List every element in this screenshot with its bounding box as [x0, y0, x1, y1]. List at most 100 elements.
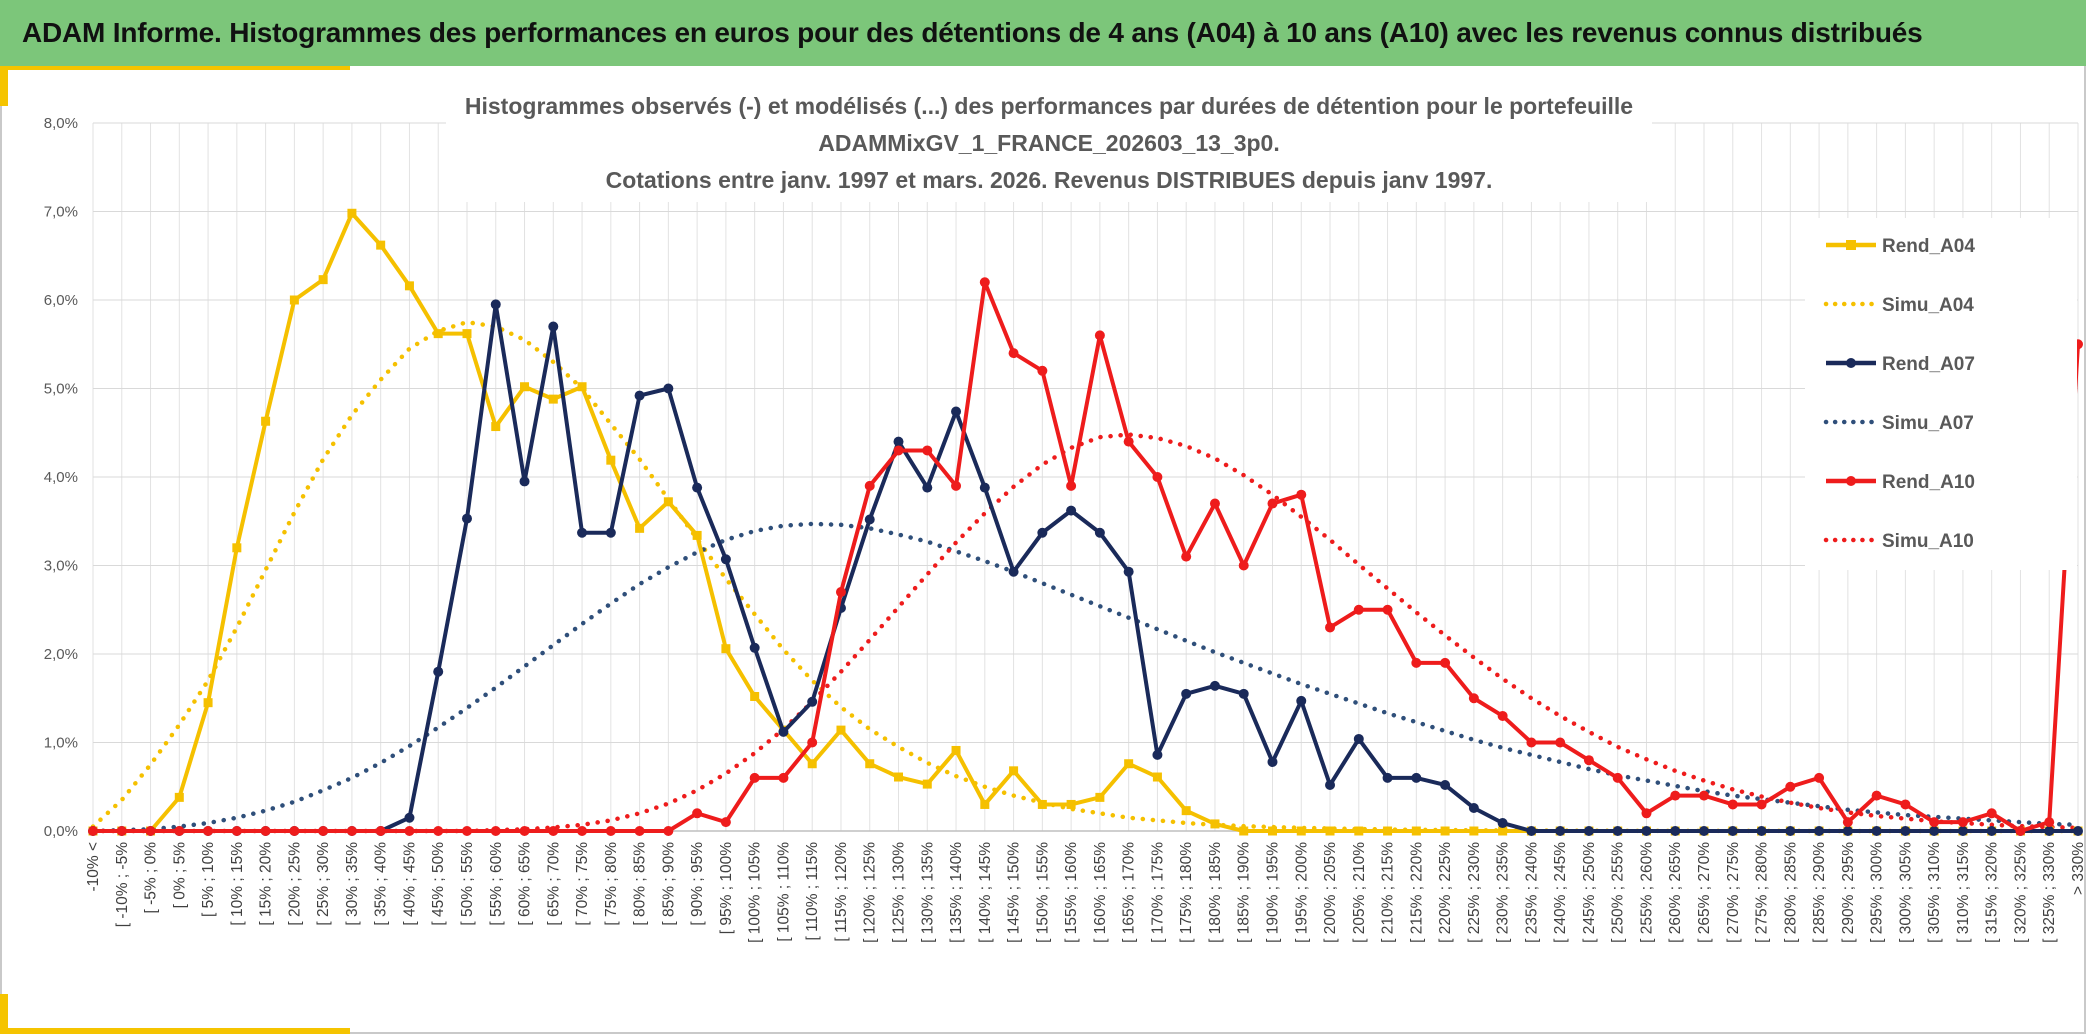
data-point [1727, 826, 1738, 836]
x-tick-label: [ -10% ; -5% [114, 842, 131, 927]
data-point [893, 445, 904, 456]
corner-accent [0, 1028, 350, 1034]
data-point [548, 394, 558, 404]
data-point [634, 826, 645, 836]
x-tick-label: [ 230% ; 235% [1495, 842, 1512, 943]
data-point [1814, 826, 1825, 836]
data-point [1756, 826, 1767, 836]
data-point [1583, 755, 1594, 766]
data-point [519, 826, 530, 836]
data-point [1123, 566, 1134, 577]
x-tick-label: [ 150% ; 155% [1034, 842, 1051, 943]
corner-accent [0, 66, 350, 70]
data-point [490, 826, 501, 836]
x-tick-label: [ 305% ; 310% [1926, 842, 1943, 943]
legend-background [1805, 218, 2077, 570]
x-tick-label: > 330% [2070, 842, 2086, 895]
legend-marker [1846, 358, 1856, 368]
legend: Rend_A04 Simu_A04 Rend_A07 Simu_A07 Rend_A10… [1805, 218, 2077, 570]
data-point [1814, 772, 1825, 783]
data-point [1267, 756, 1278, 767]
data-point [692, 530, 702, 540]
y-tick-label: 1,0% [44, 735, 78, 752]
x-tick-label: [ 125% ; 130% [891, 842, 908, 943]
data-point [692, 808, 703, 819]
data-point [951, 745, 961, 755]
data-point [864, 480, 875, 491]
data-point [1871, 826, 1882, 836]
x-tick-label: [ 165% ; 170% [1121, 842, 1138, 943]
data-point [979, 482, 990, 493]
x-tick-label: [ 255% ; 260% [1638, 842, 1655, 943]
x-tick-label: [ 95% ; 100% [718, 842, 735, 934]
data-point [404, 281, 414, 291]
data-point [1008, 348, 1019, 359]
data-point [174, 826, 185, 836]
x-tick-label: [ 210% ; 215% [1380, 842, 1397, 943]
legend-label: Simu_A04 [1882, 295, 1974, 316]
data-point [1871, 790, 1882, 801]
data-point [261, 416, 271, 426]
data-point [893, 436, 904, 447]
data-point [1383, 826, 1393, 836]
data-point [835, 587, 846, 598]
x-tick-label: [ 310% ; 315% [1955, 842, 1972, 943]
chart-grid [92, 122, 2079, 832]
legend-label: Simu_A10 [1882, 531, 1974, 552]
data-point [1181, 688, 1192, 699]
data-point [1670, 826, 1681, 836]
data-point [1152, 472, 1163, 482]
data-point [1498, 826, 1508, 836]
x-tick-label: [ 275% ; 280% [1754, 842, 1771, 943]
data-point [1957, 826, 1968, 836]
x-tick-label: [ 170% ; 175% [1149, 842, 1166, 943]
x-tick-label: [ 290% ; 295% [1840, 842, 1857, 943]
data-point [1066, 480, 1077, 491]
data-point [720, 817, 731, 828]
data-point [1641, 826, 1652, 836]
x-tick-label: [ 135% ; 140% [948, 842, 965, 943]
data-point [1641, 808, 1652, 819]
data-point [1353, 604, 1364, 615]
x-tick-label: [ 260% ; 265% [1667, 842, 1684, 943]
data-point [692, 482, 703, 493]
data-point [864, 514, 875, 525]
data-point [836, 725, 846, 735]
y-tick-label: 5,0% [44, 381, 78, 398]
data-point [1497, 818, 1508, 829]
x-tick-label: [ 240% ; 245% [1552, 842, 1569, 943]
data-point [461, 826, 472, 836]
data-point [979, 277, 990, 288]
x-tick-label: [ 20% ; 25% [286, 842, 303, 926]
x-tick-label: [ 265% ; 270% [1696, 842, 1713, 943]
data-point [1095, 792, 1105, 802]
data-point [2044, 826, 2055, 836]
x-tick-label: [ 190% ; 195% [1264, 842, 1281, 943]
corner-accent [0, 66, 8, 106]
data-point [1842, 817, 1853, 828]
data-point [1699, 790, 1710, 801]
data-point [1123, 436, 1134, 447]
data-point [1785, 781, 1796, 792]
y-tick-label: 6,0% [44, 292, 78, 309]
data-point [922, 445, 933, 456]
data-point [1296, 826, 1306, 836]
data-point [1468, 802, 1479, 813]
series-line-simu_a07 [90, 521, 2081, 834]
data-point [1555, 826, 1566, 836]
data-point [1842, 826, 1853, 836]
x-tick-label: [ 250% ; 255% [1610, 842, 1627, 943]
data-point [1209, 498, 1220, 509]
data-point [404, 826, 415, 836]
data-point [548, 321, 559, 332]
x-tick-label: [ 15% ; 20% [258, 842, 275, 926]
x-tick-label: [ 235% ; 240% [1523, 842, 1540, 943]
data-point [605, 527, 616, 538]
data-point [1124, 759, 1134, 769]
data-point [894, 772, 904, 782]
data-point [1296, 695, 1307, 706]
data-point [1325, 622, 1336, 633]
series-layer [88, 208, 2083, 836]
data-point [1699, 826, 1710, 836]
data-point [1468, 693, 1479, 704]
